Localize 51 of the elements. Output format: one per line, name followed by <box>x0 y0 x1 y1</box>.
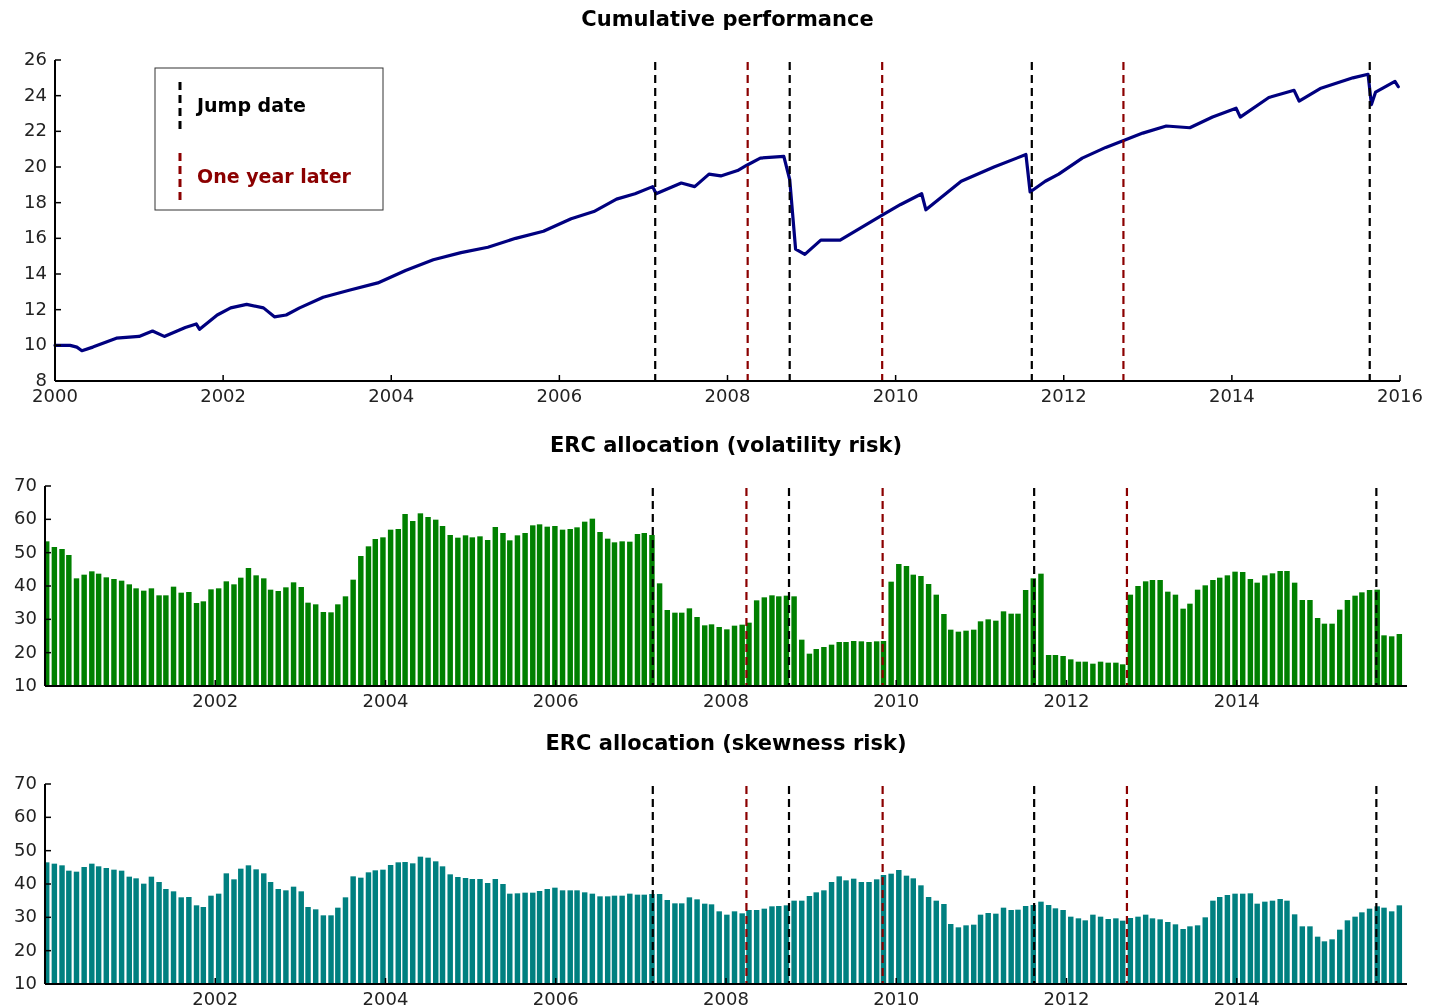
x-tick-label: 2004 <box>368 385 415 406</box>
x-tick-label: 2006 <box>532 690 579 711</box>
x-tick-label: 2016 <box>1377 385 1423 406</box>
y-tick-label: 50 <box>14 838 37 860</box>
y-tick-label: 20 <box>14 640 37 662</box>
y-tick-label: 18 <box>24 190 47 212</box>
y-tick-label: 10 <box>14 674 37 695</box>
y-tick-label: 70 <box>14 772 37 793</box>
y-tick-label: 40 <box>14 574 37 595</box>
y-tick-label: 50 <box>14 540 37 562</box>
x-tick-label: 2008 <box>704 385 751 406</box>
x-tick-label: 2014 <box>1213 690 1260 711</box>
y-tick-label: 60 <box>14 805 37 827</box>
x-tick-label: 2012 <box>1043 988 1090 1005</box>
x-tick-label: 2014 <box>1208 385 1255 406</box>
ref-line-label: One year later <box>197 164 352 187</box>
y-tick-label: 16 <box>24 226 47 248</box>
y-tick-label: 30 <box>14 905 37 927</box>
y-tick-label: 10 <box>24 333 47 355</box>
x-tick-label: 2010 <box>872 385 919 406</box>
chart-title: ERC allocation (skewness risk) <box>545 731 907 755</box>
y-tick-label: 26 <box>24 48 47 69</box>
y-tick-label: 20 <box>14 938 37 960</box>
y-tick-label: 60 <box>14 507 37 529</box>
x-tick-label: 2012 <box>1040 385 1087 406</box>
y-tick-label: 14 <box>24 262 47 283</box>
x-tick-label: 2008 <box>703 988 749 1005</box>
x-tick-label: 2010 <box>873 690 920 711</box>
y-tick-label: 22 <box>24 119 47 141</box>
x-tick-label: 2006 <box>532 988 579 1005</box>
y-tick-label: 10 <box>14 972 37 993</box>
x-tick-label: 2014 <box>1213 988 1260 1005</box>
x-tick-label: 2004 <box>362 690 409 711</box>
x-tick-label: 2002 <box>200 385 247 406</box>
y-tick-label: 30 <box>14 607 37 629</box>
x-tick-label: 2006 <box>536 385 583 406</box>
x-tick-label: 2002 <box>192 690 239 711</box>
ref-line-label: Jump date <box>195 93 306 116</box>
y-tick-label: 12 <box>24 297 47 319</box>
chart-title: ERC allocation (volatility risk) <box>549 433 903 457</box>
x-tick-label: 2002 <box>192 988 239 1005</box>
x-tick-label: 2004 <box>362 988 409 1005</box>
x-tick-label: 2012 <box>1043 690 1090 711</box>
x-tick-label: 2010 <box>873 988 920 1005</box>
x-tick-label: 2008 <box>703 690 749 711</box>
line-series <box>53 72 1400 353</box>
y-tick-label: 20 <box>24 155 47 176</box>
y-tick-label: 24 <box>24 83 47 105</box>
chart-title: Cumulative performance <box>581 7 874 31</box>
y-tick-label: 70 <box>14 474 37 495</box>
y-tick-label: 40 <box>14 872 37 893</box>
